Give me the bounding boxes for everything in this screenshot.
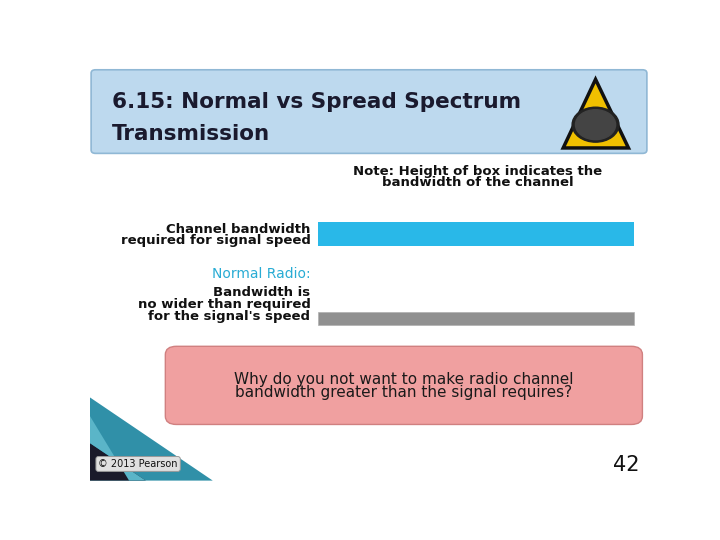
FancyBboxPatch shape — [318, 221, 634, 246]
FancyBboxPatch shape — [166, 346, 642, 424]
Polygon shape — [563, 79, 629, 148]
Text: 42: 42 — [613, 455, 639, 475]
Text: © 2013 Pearson: © 2013 Pearson — [99, 459, 178, 469]
Text: bandwidth greater than the signal requires?: bandwidth greater than the signal requir… — [235, 384, 572, 400]
Text: no wider than required: no wider than required — [138, 298, 310, 311]
Circle shape — [575, 110, 616, 140]
Text: for the signal's speed: for the signal's speed — [148, 310, 310, 323]
Polygon shape — [90, 416, 145, 481]
Text: Note: Height of box indicates the: Note: Height of box indicates the — [354, 165, 603, 178]
Polygon shape — [90, 443, 145, 481]
Text: Channel bandwidth: Channel bandwidth — [166, 223, 310, 236]
Text: bandwidth of the channel: bandwidth of the channel — [382, 177, 574, 190]
FancyBboxPatch shape — [91, 70, 647, 153]
FancyBboxPatch shape — [318, 312, 634, 325]
Text: Why do you not want to make radio channel: Why do you not want to make radio channe… — [234, 372, 573, 387]
Text: required for signal speed: required for signal speed — [120, 234, 310, 247]
Text: 6.15: Normal vs Spread Spectrum: 6.15: Normal vs Spread Spectrum — [112, 92, 521, 112]
Circle shape — [572, 107, 619, 142]
Text: Transmission: Transmission — [112, 124, 271, 144]
Text: Normal Radio:: Normal Radio: — [212, 267, 310, 281]
Text: Bandwidth is: Bandwidth is — [213, 286, 310, 299]
Polygon shape — [90, 397, 213, 481]
